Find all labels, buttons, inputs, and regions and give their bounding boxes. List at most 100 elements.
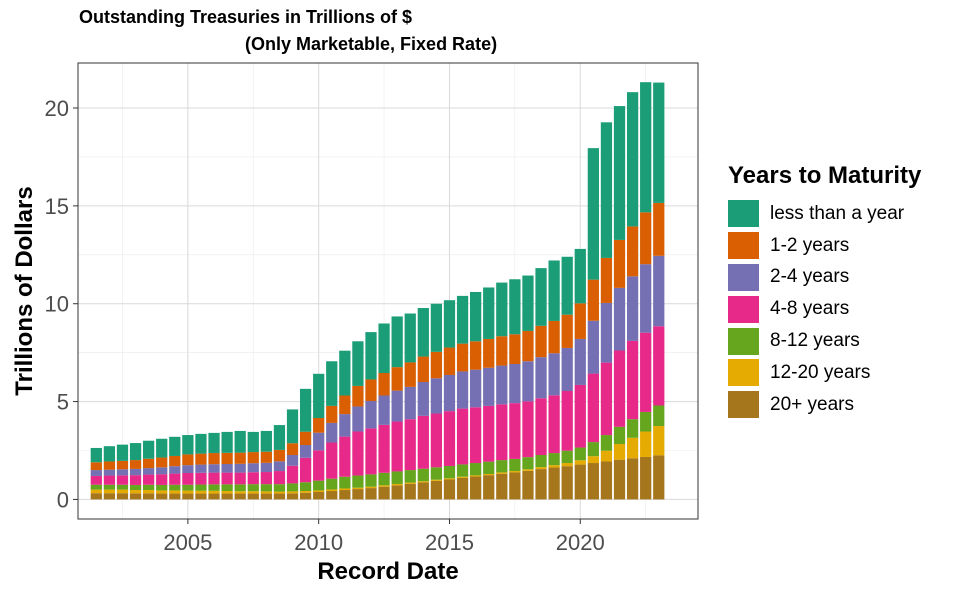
bar-segment [352, 489, 364, 500]
bar-segment [234, 472, 246, 485]
bar-segment [273, 484, 286, 492]
bar-segment [234, 484, 246, 492]
bar-segment [509, 472, 521, 500]
bar-segment [391, 390, 403, 422]
bar-segment [483, 473, 495, 476]
bar-segment [208, 472, 220, 485]
bar-segment [234, 491, 246, 494]
bar-segment [156, 474, 168, 485]
bar-segment [208, 493, 220, 500]
bar-segment [470, 407, 482, 464]
bar-segment [169, 490, 181, 494]
bar-segment [143, 458, 155, 469]
bar-segment [443, 300, 456, 348]
bar-segment [535, 467, 547, 470]
chart-subtitle: (Only Marketable, Fixed Rate) [245, 34, 498, 54]
bar-segment [496, 472, 508, 474]
bar-segment [456, 477, 469, 500]
bar-segment [182, 490, 194, 494]
bar-segment [509, 458, 521, 472]
bar-segment [653, 82, 665, 203]
bar-segment [430, 413, 443, 468]
bar-segment [483, 405, 495, 462]
bar-segment [286, 483, 299, 492]
bar-segment [522, 361, 534, 402]
bar-segment [496, 282, 508, 337]
bar-segment [470, 475, 482, 477]
bar-segment [339, 490, 351, 500]
bar-segment [430, 479, 443, 481]
bar-segment [548, 260, 560, 321]
bar-segment [522, 470, 534, 500]
bar-segment [103, 493, 116, 500]
bar-segment [574, 460, 586, 465]
bar-segment [456, 343, 469, 372]
legend-swatch [728, 327, 759, 355]
bar-segment [195, 490, 207, 494]
bar-segment [535, 325, 547, 358]
bar-segment [613, 350, 626, 427]
bar-segment [587, 320, 599, 374]
bar-segment [260, 430, 272, 452]
y-tick-label: 10 [45, 292, 69, 317]
bar-segment [313, 490, 325, 492]
legend-swatch [728, 232, 759, 260]
bar-segment [378, 486, 390, 500]
bar-segment [247, 431, 259, 453]
bar-segment [182, 473, 194, 485]
bar-segment [116, 469, 129, 476]
bar-segment [273, 493, 286, 500]
bar-segment [404, 482, 416, 484]
bar-segment [600, 461, 613, 500]
bar-segment [561, 314, 573, 348]
bar-segment [561, 347, 573, 392]
bar-segment [483, 461, 495, 474]
bar-segment [116, 484, 129, 490]
bar-segment [509, 471, 521, 473]
bar-segment [143, 440, 155, 459]
bar-segment [156, 467, 168, 475]
bar-segment [103, 446, 116, 462]
bar-segment [548, 467, 560, 500]
bar-segment [234, 430, 246, 453]
bar-segment [90, 447, 102, 463]
bar-segment [496, 404, 508, 461]
legend-label: 4-8 years [770, 298, 850, 320]
bar-segment [404, 362, 416, 387]
bar-segment [522, 469, 534, 471]
legend-label: 20+ years [770, 393, 854, 415]
bar-segment [234, 493, 246, 500]
bar-segment [417, 468, 429, 482]
bar-segment [483, 338, 495, 368]
bar-segment [195, 433, 207, 454]
bar-segment [143, 490, 155, 494]
bar-segment [103, 461, 116, 470]
bar-segment [496, 460, 508, 473]
bar-segment [352, 385, 364, 407]
bar-segment [548, 353, 560, 396]
legend-item: 4-8 years [728, 293, 921, 325]
bar-segment [483, 367, 495, 406]
bar-segment [352, 431, 364, 476]
bar-segment [182, 454, 194, 466]
bar-segment [208, 453, 220, 465]
bar-segment [273, 471, 286, 485]
bar-segment [182, 484, 194, 491]
bar-segment [404, 386, 416, 420]
bar-segment [443, 479, 456, 500]
bar-segment [208, 432, 220, 454]
bar-segment [456, 408, 469, 465]
bar-segment [378, 485, 390, 487]
bar-segment [247, 463, 259, 473]
bar-segment [640, 212, 652, 265]
bar-segment [509, 279, 521, 335]
bar-segment [365, 332, 377, 380]
bar-segment [208, 464, 220, 473]
legend-label: less than a year [770, 202, 905, 224]
bar-segment [483, 287, 495, 339]
bar-segment [600, 257, 613, 303]
bar-segment [116, 444, 129, 461]
bar-segment [273, 491, 286, 494]
bar-segment [286, 465, 299, 484]
bar-segment [116, 493, 129, 500]
